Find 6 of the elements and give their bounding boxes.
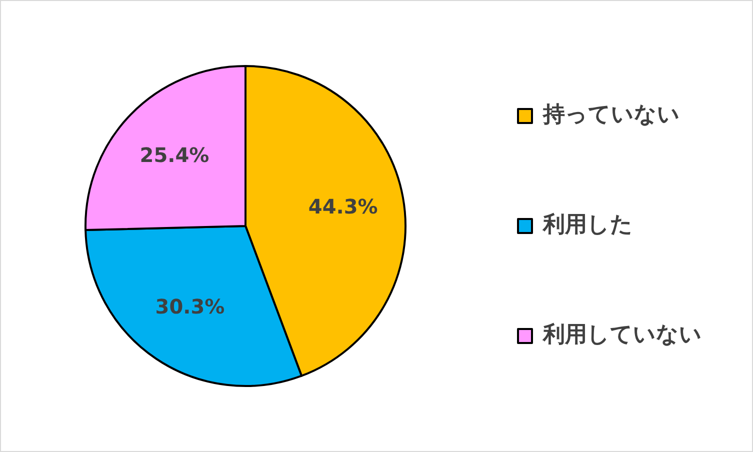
legend-label: 利用した xyxy=(542,212,633,238)
data-label: 44.3% xyxy=(308,194,378,219)
legend-label: 利用していない xyxy=(542,322,702,348)
data-label: 25.4% xyxy=(140,142,210,167)
legend-label: 持っていない xyxy=(542,102,680,128)
data-label: 30.3% xyxy=(155,294,225,318)
